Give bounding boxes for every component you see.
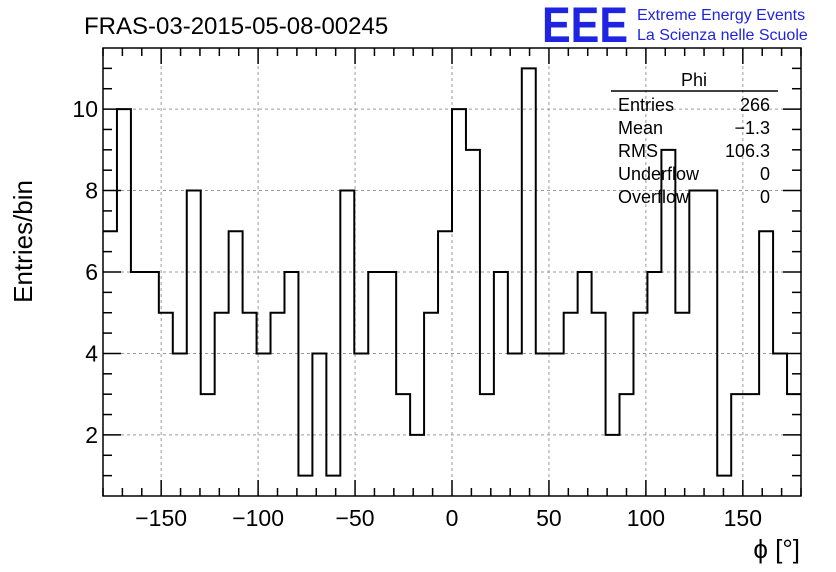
stats-row-label: Overflow <box>618 187 690 207</box>
x-tick-label: −150 <box>135 505 187 531</box>
stats-row-value: −1.3 <box>734 118 770 138</box>
stats-row-label: RMS <box>618 141 658 161</box>
stats-row-value: 106.3 <box>725 141 770 161</box>
eee-logo: EEE Extreme Energy Events La Scienza nel… <box>542 0 808 53</box>
y-tick-labels: 2 4 6 8 10 <box>72 96 98 448</box>
y-axis-title: Entries/bin <box>8 180 38 303</box>
stats-row-value: 0 <box>760 187 770 207</box>
stats-row-value: 266 <box>740 95 770 115</box>
x-tick-label: −100 <box>232 505 284 531</box>
x-tick-labels: −150 −100 −50 0 50 100 150 <box>135 505 762 531</box>
logo-line-2: La Scienza nelle Scuole <box>637 27 808 44</box>
stats-row-value: 0 <box>760 164 770 184</box>
stats-box: Phi Entries 266 Mean −1.3 RMS 106.3 Underflow 0… <box>611 70 778 207</box>
logo-line-1: Extreme Energy Events <box>637 7 805 24</box>
x-tick-label: 0 <box>446 505 459 531</box>
stats-title: Phi <box>681 70 707 90</box>
y-tick-label: 6 <box>85 259 98 285</box>
x-axis-title: ϕ [°] <box>753 534 800 564</box>
stats-rows: Entries 266 Mean −1.3 RMS 106.3 Underflow 0 Over… <box>618 95 770 207</box>
y-tick-label: 10 <box>72 96 98 122</box>
chart-title: FRAS-03-2015-05-08-00245 <box>84 13 388 40</box>
x-tick-label: 100 <box>627 505 665 531</box>
stats-row-label: Mean <box>618 118 663 138</box>
histogram-line <box>103 67 801 477</box>
axis-ticks <box>102 48 802 496</box>
x-tick-label: 150 <box>724 505 762 531</box>
plot-frame <box>102 47 802 497</box>
x-tick-label: −50 <box>336 505 375 531</box>
y-tick-label: 4 <box>85 340 98 366</box>
eee-logo-mark: EEE <box>542 0 628 53</box>
y-tick-label: 2 <box>85 422 98 448</box>
stats-row-label: Underflow <box>618 164 700 184</box>
y-tick-label: 8 <box>85 178 98 204</box>
stats-row-label: Entries <box>618 95 674 115</box>
x-tick-label: 50 <box>536 505 562 531</box>
